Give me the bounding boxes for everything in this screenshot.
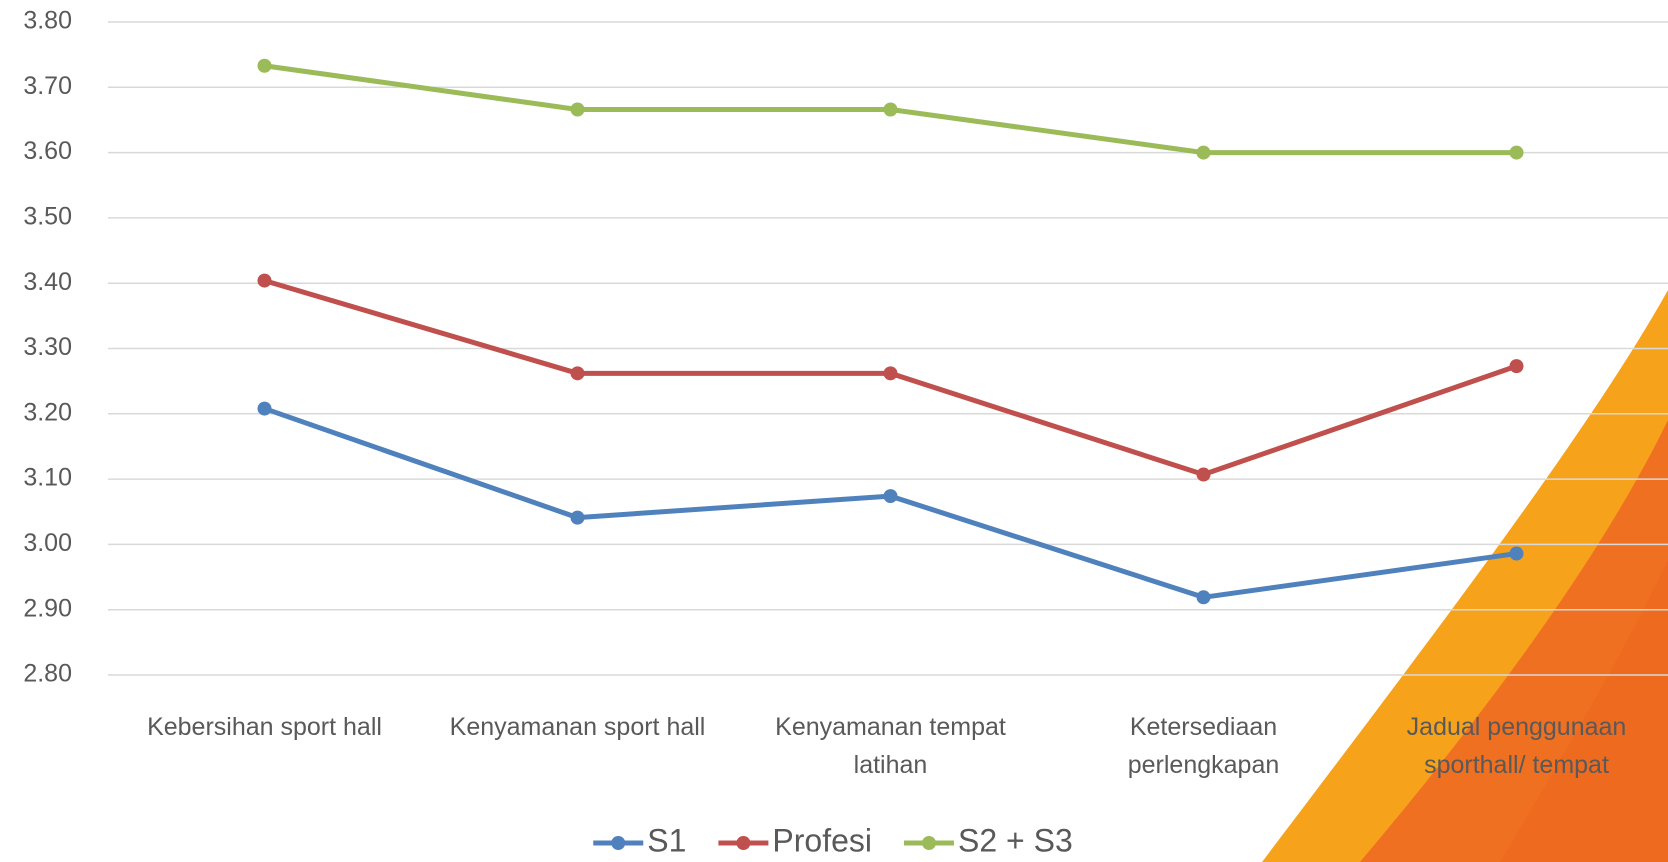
page: 2.80 2.90 3.00 3.10 3.20 3.30 3.40 3.50 3.60 3.70… xyxy=(0,0,1668,862)
legend-label: Profesi xyxy=(772,822,872,858)
y-tick-label: 3.10 xyxy=(23,464,72,492)
point xyxy=(258,59,272,73)
point xyxy=(884,489,898,503)
point xyxy=(884,103,898,117)
point xyxy=(1197,146,1211,160)
legend-marker xyxy=(922,836,936,850)
x-tick-label: Ketersediaan perlengkapan xyxy=(1054,708,1354,784)
x-tick-label: Kenyamanan sport hall xyxy=(428,708,728,746)
legend-item: S1 xyxy=(593,822,686,858)
point xyxy=(571,366,585,380)
y-tick-label: 3.40 xyxy=(23,268,72,296)
legend-marker xyxy=(611,836,625,850)
legend-item: S2 + S3 xyxy=(904,822,1073,858)
y-tick-label: 3.60 xyxy=(23,137,72,165)
y-tick-label: 3.00 xyxy=(23,529,72,557)
point xyxy=(1510,146,1524,160)
legend-label: S2 + S3 xyxy=(958,822,1073,858)
point xyxy=(571,103,585,117)
x-tick-label: Kenyamanan tempat latihan xyxy=(741,708,1041,784)
x-tick-label: Jadual penggunaan sporthall/ tempat xyxy=(1367,708,1667,784)
y-tick-label: 3.30 xyxy=(23,333,72,361)
point xyxy=(1197,468,1211,482)
y-tick-label: 3.50 xyxy=(23,203,72,231)
y-tick-label: 2.80 xyxy=(23,660,72,688)
point xyxy=(1197,590,1211,604)
point xyxy=(884,366,898,380)
point xyxy=(1510,359,1524,373)
legend-marker xyxy=(736,836,750,850)
point xyxy=(1510,547,1524,561)
legend-label: S1 xyxy=(647,822,686,858)
legend-item: Profesi xyxy=(718,822,872,858)
point xyxy=(258,402,272,416)
point xyxy=(571,511,585,525)
y-tick-label: 3.80 xyxy=(23,7,72,35)
x-tick-label: Kebersihan sport hall xyxy=(115,708,415,746)
y-tick-label: 2.90 xyxy=(23,594,72,622)
point xyxy=(258,274,272,288)
y-tick-label: 3.70 xyxy=(23,72,72,100)
y-tick-label: 3.20 xyxy=(23,398,72,426)
